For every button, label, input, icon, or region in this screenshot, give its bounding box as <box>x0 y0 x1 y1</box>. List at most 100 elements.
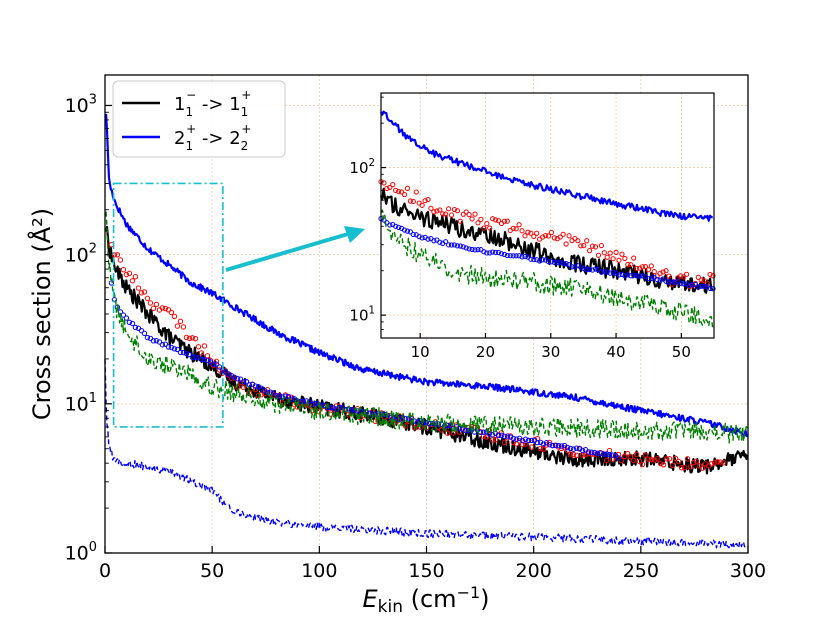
zoom-arrow-head <box>344 226 365 243</box>
main-series <box>104 113 749 549</box>
data-point <box>672 455 679 462</box>
data-point <box>604 254 610 260</box>
data-point <box>557 259 563 265</box>
data-point <box>642 452 649 458</box>
data-point <box>490 249 496 255</box>
data-point <box>445 242 452 248</box>
zoom-highlight-box <box>112 182 224 428</box>
data-point <box>560 231 566 237</box>
data-point <box>372 418 379 425</box>
data-point <box>495 432 502 439</box>
data-point <box>437 239 443 245</box>
data-point <box>144 295 151 302</box>
data-point <box>622 273 628 279</box>
data-point <box>132 324 139 331</box>
data-point <box>457 243 463 249</box>
data-point <box>542 232 549 239</box>
data-point <box>425 236 431 242</box>
data-point <box>177 349 184 356</box>
data-point <box>660 462 667 468</box>
data-point <box>537 445 544 452</box>
data-point <box>490 216 496 222</box>
data-point <box>636 273 643 279</box>
data-point <box>603 451 610 457</box>
data-point <box>572 264 578 270</box>
data-point <box>701 278 707 284</box>
data-point <box>413 189 419 195</box>
data-point <box>177 318 184 325</box>
y-tick-label-exp: 1 <box>89 391 97 406</box>
inset-grid <box>381 93 714 338</box>
data-point <box>522 253 528 260</box>
data-point <box>201 343 208 349</box>
data-point <box>648 275 654 281</box>
data-point <box>261 390 268 397</box>
x-tick-label: 40 <box>607 343 626 361</box>
data-point <box>717 459 724 465</box>
data-point <box>570 446 577 452</box>
data-point <box>684 456 691 462</box>
data-point <box>579 447 586 454</box>
data-point <box>204 357 211 364</box>
data-point <box>720 460 727 466</box>
data-point <box>639 273 646 279</box>
data-point <box>456 429 463 435</box>
data-point <box>174 346 181 353</box>
data-point <box>231 374 238 380</box>
x-tick-label: 0 <box>99 560 111 582</box>
data-point <box>481 249 487 255</box>
data-point <box>631 255 637 261</box>
data-point <box>180 324 187 330</box>
y-tick-label-base: 10 <box>65 95 89 117</box>
data-point <box>431 209 437 215</box>
data-point <box>513 436 520 442</box>
data-point <box>111 297 118 303</box>
data-point <box>578 264 584 270</box>
x-tick-label: 20 <box>476 343 495 361</box>
data-point <box>666 279 672 285</box>
data-point <box>126 319 133 325</box>
data-point <box>123 271 130 278</box>
data-point <box>714 459 721 465</box>
data-point <box>690 459 697 466</box>
data-point <box>549 442 556 449</box>
data-point <box>585 449 592 455</box>
data-point <box>639 461 646 468</box>
data-point <box>548 229 555 236</box>
data-point <box>552 442 559 449</box>
data-point <box>237 376 244 382</box>
data-point <box>561 444 568 451</box>
data-point <box>404 185 411 191</box>
data-point <box>587 248 593 254</box>
data-point <box>606 451 613 458</box>
data-point <box>613 249 619 255</box>
data-point <box>419 235 425 241</box>
data-point <box>141 330 148 337</box>
data-point <box>570 451 577 458</box>
data-point <box>540 441 547 447</box>
data-point <box>381 180 387 186</box>
data-point <box>492 249 499 256</box>
data-point <box>443 211 449 217</box>
data-point <box>303 398 310 404</box>
data-point <box>216 364 223 370</box>
series-open-red-circles <box>378 179 716 290</box>
data-point <box>484 220 490 227</box>
data-point <box>513 253 519 259</box>
data-point <box>651 457 658 463</box>
data-point <box>288 394 295 400</box>
data-point <box>264 389 271 396</box>
data-point <box>183 334 190 341</box>
y-tick-label: 102 <box>65 242 97 267</box>
data-point <box>678 273 684 279</box>
data-point <box>540 234 546 240</box>
data-point <box>404 228 411 234</box>
data-point <box>522 436 529 442</box>
x-tick-label: 250 <box>623 560 659 582</box>
data-point <box>138 290 145 296</box>
data-point <box>460 244 466 250</box>
data-point <box>483 434 490 440</box>
data-point <box>528 256 534 262</box>
y-tick-label-base: 10 <box>349 306 368 324</box>
data-point <box>710 286 716 292</box>
